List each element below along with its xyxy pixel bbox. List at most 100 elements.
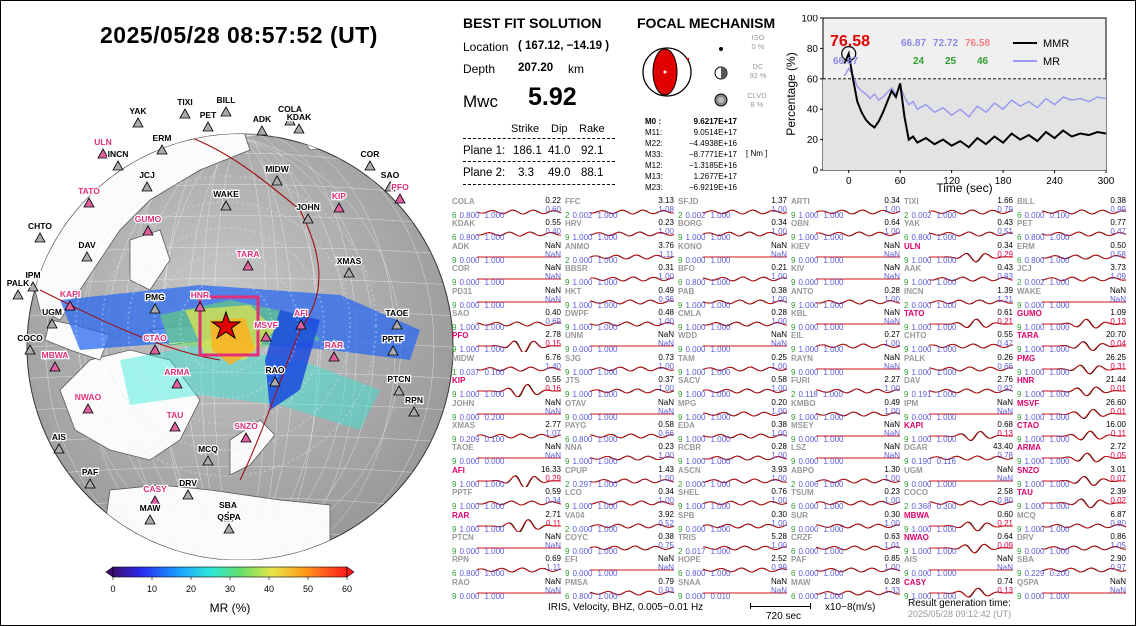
waveform-trace	[929, 318, 1013, 329]
plane-strike: 186.1	[513, 145, 542, 157]
moment-value: 9.0514E+17	[693, 128, 737, 137]
amplitude-values: 6.76 1.40	[545, 353, 561, 371]
variance-reduction: 1.00	[771, 227, 787, 237]
amplitude: 0.86	[1110, 532, 1126, 541]
station-code: DGAR	[904, 443, 928, 453]
waveform-panel: PTCN NaN NaN 9 0.000 1.000	[452, 532, 565, 570]
moment-unit: [ Nm ]	[746, 149, 768, 158]
station-label: COLA	[278, 104, 302, 114]
weight-b: 1.000	[710, 412, 731, 422]
waveform-panel: TSUM 0.23 1.00 6 0.000 1.000	[791, 487, 904, 525]
station-code: PMSA	[565, 577, 589, 587]
colorbar-min-arrow	[105, 566, 114, 578]
weight-values: 9 1.000 1.000	[565, 233, 618, 242]
waveform-trace	[477, 384, 562, 398]
weight-code: 9	[565, 569, 570, 579]
station-label: JOHN	[296, 202, 320, 212]
waveform-panel: WDD NaN NaN 9 0.000 1.000	[678, 330, 791, 368]
waveform-trace	[1042, 498, 1126, 509]
clvd-info: CLVD 8 %	[740, 91, 774, 109]
t-axis-dot	[686, 57, 690, 61]
weight-code: 9	[565, 278, 570, 288]
waveform-panel: SJG 0.73 1.00 9 1.000 1.000	[565, 353, 678, 391]
amplitude: NaN	[544, 576, 561, 586]
colorbar-max-arrow	[346, 566, 355, 578]
weight-a: 0.000	[685, 255, 706, 265]
variance-reduction: 0.66	[997, 361, 1013, 371]
waveform-panel: KIEV NaN NaN 9 0.000 1.000	[791, 241, 904, 279]
synthetic-trace	[815, 299, 901, 304]
weight-b: 1.000	[823, 278, 844, 288]
weight-code: 9	[452, 502, 457, 512]
moment-value: 1.2677E+17	[693, 172, 737, 181]
station-label: MAW	[140, 503, 162, 513]
station-code: RAYN	[791, 353, 813, 363]
station-marker-icon	[171, 378, 183, 389]
amplitude: 0.30	[884, 509, 900, 519]
weight-values: 9 1.000 1.000	[1017, 390, 1070, 399]
variance-reduction: 1.00	[658, 451, 674, 461]
waveform-trace	[929, 521, 1013, 531]
weight-a: 0.000	[459, 547, 480, 556]
weight-values: 9 0.000 1.000	[791, 323, 844, 332]
station-code: AAK	[904, 264, 922, 274]
amplitude-values: 5.28 1.00	[771, 532, 787, 550]
waveform-trace	[590, 345, 674, 347]
weight-values: 6 0.000 1.000	[791, 547, 844, 556]
plane-dip: 41.0	[548, 145, 571, 157]
moment-value: 9.6217E+17	[693, 117, 737, 126]
weight-values: 9 1.000 1.000	[452, 502, 505, 511]
divider	[463, 161, 615, 162]
waveform-trace	[703, 345, 787, 347]
waveform-trace	[815, 299, 901, 305]
station-code: SACV	[678, 376, 701, 386]
synthetic-trace	[816, 523, 901, 528]
amplitude: 1.39	[997, 285, 1013, 295]
waveform-panel: AIS NaN NaN 9 0.000 1.000	[904, 554, 1017, 592]
amplitude-values: 2.52 0.99	[771, 554, 787, 572]
station-code: YAK	[904, 219, 921, 229]
p-axis-dot	[663, 70, 667, 74]
weight-values: 9 1.000 1.000	[904, 547, 957, 556]
amplitude: 0.63	[884, 532, 900, 541]
weight-code: 6	[791, 591, 796, 601]
amplitude-units: x10−8(m/s)	[825, 602, 876, 613]
waveform-trace	[928, 276, 1014, 282]
amplitude: 6.87	[1110, 509, 1126, 519]
amplitude: 3.01	[1110, 464, 1126, 474]
station-code: HRV	[565, 219, 582, 229]
bottom-value: 25	[945, 56, 957, 67]
amplitude-values: 0.48 1.00	[658, 308, 674, 326]
waveform-panel: DGAR 43.40 0.78 9 0.190 0.116	[904, 442, 1017, 480]
waveform-panel: CRZF 0.63 1.01 6 0.000 1.000	[791, 532, 904, 570]
weight-b: 1.000	[936, 390, 957, 400]
waveform-panel: AFI 16.33 0.29 9 1.000 1.000	[452, 465, 565, 503]
weight-b: 0.116	[936, 457, 956, 467]
amplitude-values: NaN NaN	[997, 398, 1013, 416]
station-label: SBA	[219, 500, 237, 510]
station-marker-icon	[408, 406, 420, 417]
variance-reduction: NaN	[883, 361, 900, 371]
weight-b: 1.000	[484, 255, 505, 265]
amplitude-values: 0.76 1.00	[771, 487, 787, 505]
variance-reduction: 1.00	[884, 473, 900, 483]
weight-code: 9	[1017, 591, 1022, 601]
weight-values: 9 1.000 1.000	[678, 435, 731, 444]
max-marker	[841, 45, 857, 62]
weight-b: 1.000	[710, 569, 731, 579]
weight-a: 1.000	[1024, 390, 1045, 400]
weight-code: 9	[452, 435, 457, 444]
parallel-line	[36, 278, 444, 285]
waveform-trace	[815, 209, 901, 215]
variance-reduction: 1.00	[658, 227, 674, 237]
weight-code: 9	[678, 524, 683, 534]
waveform-panel: NWAO 0.64 0.09 9 1.000 1.000	[904, 532, 1017, 570]
iso-value: 0 %	[751, 42, 765, 51]
amplitude: 43.40	[992, 442, 1013, 452]
amplitude-values: 0.63 1.01	[884, 532, 900, 550]
station-marker-icon	[364, 160, 376, 171]
station-marker-icon	[293, 123, 305, 134]
variance-reduction: NaN	[657, 563, 674, 573]
weight-code: 6	[678, 569, 683, 579]
weight-values: 9 1.000 1.000	[452, 480, 505, 489]
